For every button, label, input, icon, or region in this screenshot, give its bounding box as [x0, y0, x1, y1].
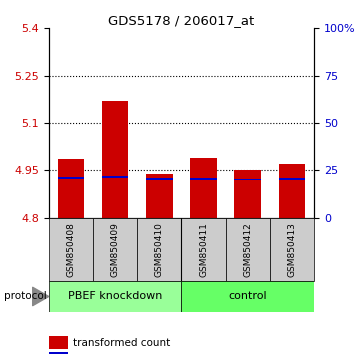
Bar [137, 218, 182, 281]
Bar [146, 178, 173, 180]
Bar [146, 174, 173, 218]
Text: transformed count: transformed count [73, 338, 170, 348]
Text: control: control [229, 291, 267, 302]
Bar [49, 218, 93, 281]
Bar [181, 281, 314, 312]
Bar [102, 101, 129, 218]
Bar [226, 218, 270, 281]
Bar [93, 218, 137, 281]
Bar [49, 352, 68, 354]
Text: GSM850412: GSM850412 [243, 222, 252, 277]
Bar [57, 159, 84, 218]
Text: GSM850413: GSM850413 [287, 222, 296, 277]
Bar [57, 177, 84, 179]
Bar [102, 176, 129, 178]
Text: GSM850410: GSM850410 [155, 222, 164, 277]
Bar [235, 178, 261, 181]
Bar [279, 178, 305, 180]
Title: GDS5178 / 206017_at: GDS5178 / 206017_at [108, 14, 255, 27]
Bar [190, 158, 217, 218]
Bar [190, 178, 217, 180]
Bar [270, 218, 314, 281]
Bar [181, 218, 226, 281]
Bar [49, 336, 68, 349]
Text: GSM850411: GSM850411 [199, 222, 208, 277]
Text: PBEF knockdown: PBEF knockdown [68, 291, 162, 302]
Bar [279, 164, 305, 218]
Bar [235, 170, 261, 218]
Text: GSM850409: GSM850409 [110, 222, 119, 277]
Bar [49, 281, 181, 312]
Text: GSM850408: GSM850408 [66, 222, 75, 277]
Polygon shape [32, 287, 49, 306]
Text: protocol: protocol [4, 291, 46, 302]
